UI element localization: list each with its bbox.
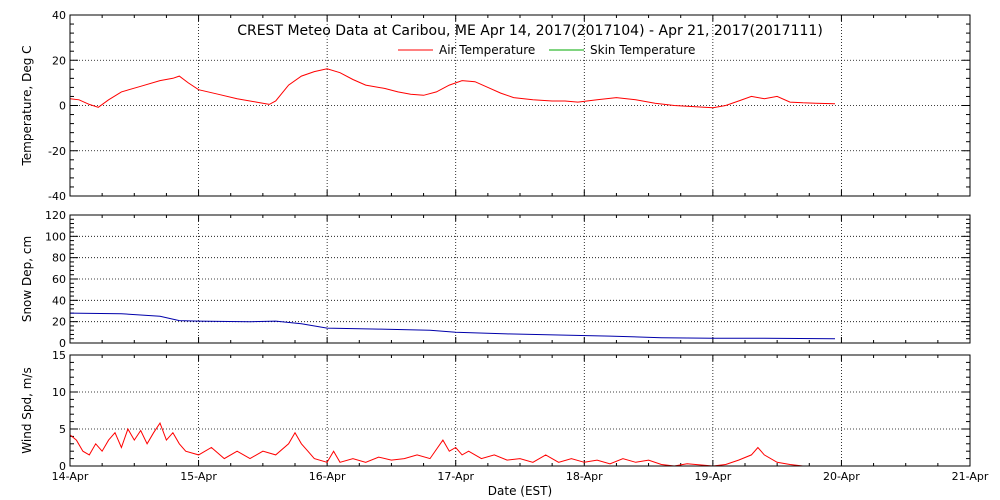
snow-depth-ytick-label-0: 0	[59, 337, 66, 350]
panels: -40 -20 0 20 40 Temperature, Deg C 0 20 40 60 80 10…	[20, 9, 989, 483]
wind-speed-series-wind-speed	[69, 422, 835, 467]
snow-depth-frame	[69, 214, 971, 344]
snow-depth-ytick-label-4: 80	[52, 252, 66, 265]
x-tick-label-5: 19-Apr	[694, 470, 731, 483]
legend-skin-temperature-label: Skin Temperature	[590, 43, 695, 57]
temperature-panel: -40 -20 0 20 40 Temperature, Deg C	[20, 9, 971, 203]
x-tick-label-0: 14-Apr	[52, 470, 89, 483]
snow-depth-ytick-label-3: 60	[52, 273, 66, 286]
wind-speed-ytick-label-3: 15	[52, 349, 66, 362]
x-tick-label-2: 16-Apr	[309, 470, 346, 483]
temperature-ytick-label-3: 20	[52, 54, 66, 67]
x-tick-label-7: 21-Apr	[952, 470, 989, 483]
snow-depth-series-snow-depth	[69, 312, 836, 340]
snow-depth-ytick-label-5: 100	[45, 230, 66, 243]
temperature-ytick-label-0: -40	[48, 190, 66, 203]
chart-title: CREST Meteo Data at Caribou, ME Apr 14, …	[237, 23, 823, 39]
temperature-frame	[69, 14, 971, 197]
x-tick-label-3: 17-Apr	[437, 470, 474, 483]
temperature-y-axis-label: Temperature, Deg C	[20, 45, 34, 166]
snow-depth-panel: 0 20 40 60 80 100 120 Snow Dep, cm	[20, 209, 971, 350]
wind-speed-y-axis-label: Wind Spd, m/s	[20, 367, 34, 453]
legend-air-temperature-label: Air Temperature	[439, 43, 535, 57]
temperature-ytick-label-2: 0	[59, 100, 66, 113]
temperature-series-air-temperature	[69, 68, 836, 109]
wind-speed-panel: 0 5 10 15 Wind Spd, m/s	[20, 349, 971, 473]
x-tick-label-6: 20-Apr	[823, 470, 860, 483]
legend: Air Temperature Skin Temperature	[398, 43, 695, 57]
x-axis-label: Date (EST)	[488, 484, 552, 498]
wind-speed-ytick-label-2: 10	[52, 386, 66, 399]
snow-depth-y-axis-label: Snow Dep, cm	[20, 236, 34, 322]
snow-depth-ytick-label-6: 120	[45, 209, 66, 222]
snow-depth-ytick-label-1: 20	[52, 316, 66, 329]
wind-speed-frame	[69, 354, 971, 467]
x-tick-label-4: 18-Apr	[566, 470, 603, 483]
snow-depth-ytick-label-2: 40	[52, 294, 66, 307]
temperature-ytick-label-4: 40	[52, 9, 66, 22]
x-tick-label-1: 15-Apr	[180, 470, 217, 483]
wind-speed-ytick-label-1: 5	[59, 423, 66, 436]
wind-speed-ytick-label-0: 0	[59, 460, 66, 473]
temperature-ytick-label-1: -20	[48, 145, 66, 158]
